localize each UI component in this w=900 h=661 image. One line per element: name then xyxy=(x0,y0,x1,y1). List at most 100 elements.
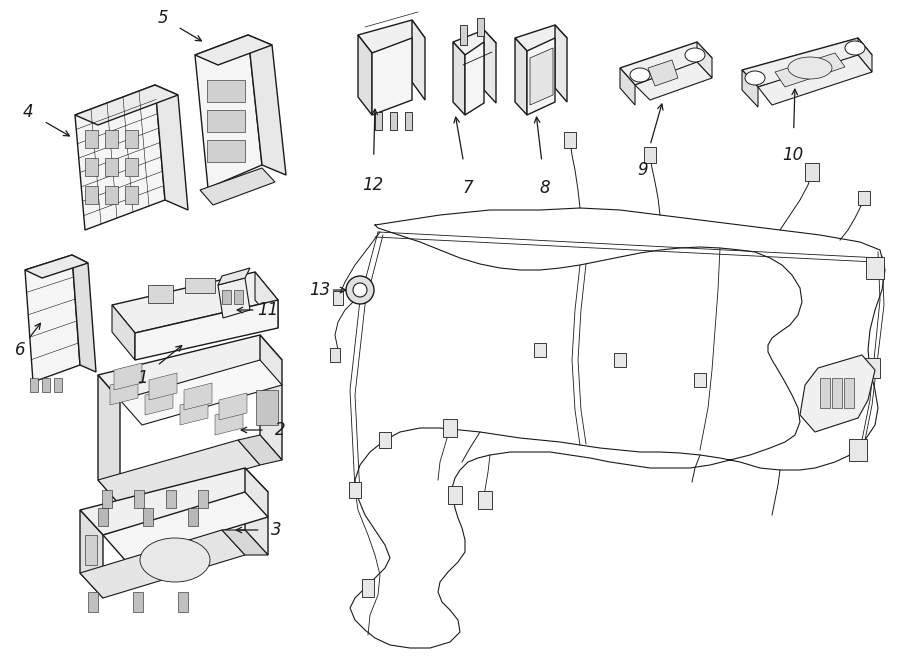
Ellipse shape xyxy=(788,57,832,79)
Polygon shape xyxy=(215,408,243,435)
Bar xyxy=(375,112,382,130)
Bar xyxy=(143,508,153,526)
Bar xyxy=(133,592,143,612)
Polygon shape xyxy=(80,510,103,598)
Ellipse shape xyxy=(745,71,765,85)
Bar xyxy=(866,257,884,279)
Polygon shape xyxy=(120,360,282,425)
Bar xyxy=(105,186,118,204)
Bar xyxy=(564,132,576,148)
Polygon shape xyxy=(527,38,555,115)
Polygon shape xyxy=(114,363,142,390)
Bar xyxy=(98,508,108,526)
Polygon shape xyxy=(800,355,875,432)
Polygon shape xyxy=(145,388,173,415)
Text: 9: 9 xyxy=(638,161,648,179)
Bar xyxy=(614,353,626,367)
Bar xyxy=(349,482,361,498)
Bar xyxy=(105,130,118,148)
Bar xyxy=(185,278,215,293)
Polygon shape xyxy=(184,383,212,410)
Text: 8: 8 xyxy=(540,179,550,197)
Text: 7: 7 xyxy=(463,179,473,197)
Polygon shape xyxy=(218,268,250,285)
Polygon shape xyxy=(530,48,553,105)
Bar xyxy=(134,490,144,508)
Polygon shape xyxy=(555,25,567,102)
Bar xyxy=(256,390,278,425)
Bar xyxy=(85,535,97,565)
Polygon shape xyxy=(742,70,758,107)
Bar xyxy=(858,191,870,205)
Polygon shape xyxy=(75,85,178,125)
Polygon shape xyxy=(195,35,272,65)
Polygon shape xyxy=(110,378,138,405)
Polygon shape xyxy=(255,272,278,328)
Polygon shape xyxy=(858,38,872,72)
Bar xyxy=(166,490,176,508)
Bar xyxy=(805,163,819,181)
Bar xyxy=(333,291,343,305)
Polygon shape xyxy=(195,35,262,188)
Polygon shape xyxy=(112,272,278,333)
Text: 2: 2 xyxy=(274,421,285,439)
Polygon shape xyxy=(742,38,872,87)
Bar xyxy=(405,112,412,130)
Bar xyxy=(234,290,243,304)
Polygon shape xyxy=(775,53,845,87)
Bar xyxy=(448,486,462,504)
Polygon shape xyxy=(155,85,188,210)
Bar xyxy=(148,285,173,303)
Polygon shape xyxy=(112,305,135,360)
Bar xyxy=(849,439,867,461)
Polygon shape xyxy=(218,278,250,318)
Text: 10: 10 xyxy=(782,146,804,164)
Bar xyxy=(188,508,198,526)
Bar xyxy=(125,158,138,176)
Polygon shape xyxy=(620,42,712,85)
Bar xyxy=(222,290,231,304)
Bar xyxy=(207,80,245,102)
Ellipse shape xyxy=(353,283,367,297)
Bar xyxy=(644,147,656,163)
Bar xyxy=(30,378,38,392)
Bar xyxy=(85,130,98,148)
Text: 11: 11 xyxy=(257,301,279,319)
Polygon shape xyxy=(620,68,635,105)
Bar xyxy=(478,491,492,509)
Polygon shape xyxy=(180,398,208,425)
Polygon shape xyxy=(648,60,678,86)
Polygon shape xyxy=(80,530,245,598)
Text: 3: 3 xyxy=(271,521,282,539)
Bar xyxy=(330,348,340,362)
Polygon shape xyxy=(758,55,872,105)
Bar xyxy=(694,373,706,387)
Bar xyxy=(85,186,98,204)
Polygon shape xyxy=(515,25,567,51)
Polygon shape xyxy=(80,468,268,535)
Bar xyxy=(864,358,880,378)
Bar xyxy=(105,158,118,176)
Text: 5: 5 xyxy=(158,9,168,27)
Polygon shape xyxy=(358,35,372,115)
Polygon shape xyxy=(484,30,496,103)
Bar xyxy=(362,579,374,597)
Polygon shape xyxy=(412,20,425,100)
Polygon shape xyxy=(200,168,275,205)
Polygon shape xyxy=(245,468,268,555)
Bar xyxy=(88,592,98,612)
Text: 12: 12 xyxy=(363,176,383,194)
Bar xyxy=(390,112,397,130)
Ellipse shape xyxy=(685,48,705,62)
Bar xyxy=(379,432,391,448)
Bar xyxy=(460,25,467,45)
Polygon shape xyxy=(25,255,80,382)
Polygon shape xyxy=(222,530,268,555)
Polygon shape xyxy=(135,300,278,360)
Polygon shape xyxy=(219,393,247,420)
Polygon shape xyxy=(149,373,177,400)
Bar xyxy=(125,186,138,204)
Bar xyxy=(207,140,245,162)
Bar xyxy=(443,419,457,437)
Polygon shape xyxy=(238,435,282,465)
